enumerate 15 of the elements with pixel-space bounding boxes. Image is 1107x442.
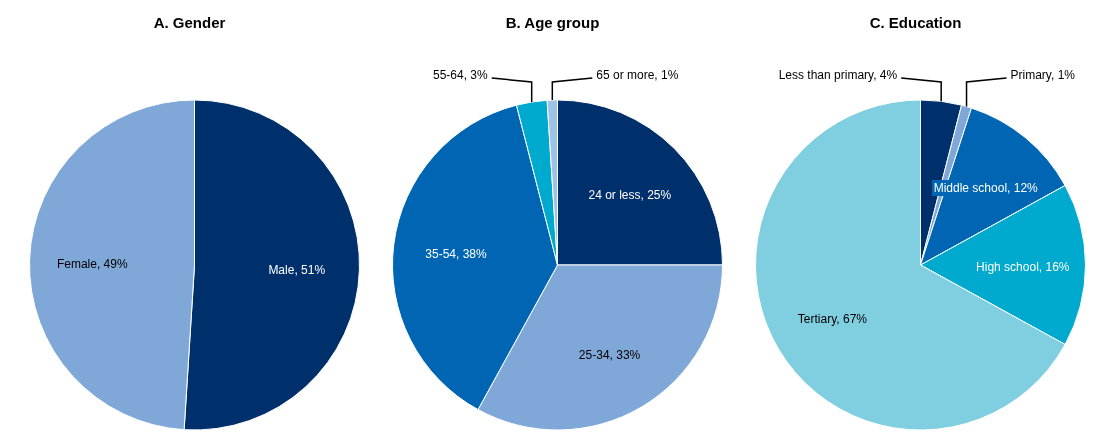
slice-label: Male, 51%: [266, 262, 328, 279]
slice-label: Less than primary, 4%: [777, 67, 898, 84]
slice-label: Primary, 1%: [1010, 67, 1076, 84]
slice-label: 55-64, 3%: [432, 67, 488, 84]
slice-label: High school, 16%: [974, 259, 1072, 275]
chart-title: C. Education: [868, 14, 963, 31]
chart-title: A. Gender: [152, 14, 227, 31]
slice-label: 65 or more, 1%: [596, 67, 680, 84]
slice-label: 24 or less, 25%: [586, 186, 674, 203]
slice-label: Female, 49%: [54, 255, 130, 272]
slice-label: Middle school, 12%: [931, 180, 1040, 197]
slice-label: 25-34, 33%: [576, 347, 643, 364]
slice-label: 35-54, 38%: [423, 246, 489, 263]
slice-label: Tertiary, 67%: [795, 311, 869, 328]
chart-title: B. Age group: [504, 14, 601, 31]
